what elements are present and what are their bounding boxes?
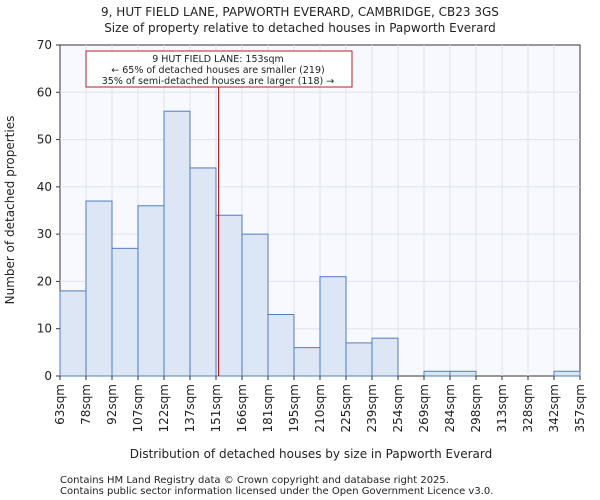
x-tick-label: 313sqm	[495, 384, 509, 432]
bar	[189, 167, 217, 377]
y-axis-label: Number of detached properties	[3, 116, 17, 305]
annotation-frame	[85, 50, 353, 88]
x-tick-label: 122sqm	[157, 384, 171, 432]
x-tick-label: 284sqm	[443, 384, 457, 432]
bar	[319, 276, 347, 377]
bar	[423, 370, 451, 377]
x-tick-label: 63sqm	[53, 384, 67, 425]
x-tick-label: 298sqm	[469, 384, 483, 432]
bar	[553, 370, 581, 377]
footer-line2: Contains public sector information licen…	[60, 486, 493, 497]
bar	[163, 110, 191, 377]
bar	[267, 314, 295, 377]
x-tick-label: 195sqm	[287, 384, 301, 432]
x-tick-label: 181sqm	[261, 384, 275, 432]
x-tick-label: 166sqm	[235, 384, 249, 432]
bar	[59, 290, 87, 377]
x-tick-label: 225sqm	[339, 384, 353, 432]
bar	[85, 200, 113, 377]
x-axis: 63sqm 78sqm 92sqm 107sqm 122sqm 137sqm 151sqm 1…	[53, 376, 587, 432]
bar	[111, 247, 139, 377]
bar	[449, 370, 477, 377]
x-tick-label: 107sqm	[131, 384, 145, 432]
bar	[345, 342, 373, 377]
x-tick-label: 151sqm	[209, 384, 223, 432]
y-tick-label: 20	[37, 274, 52, 288]
x-tick-label: 254sqm	[391, 384, 405, 432]
x-tick-label: 92sqm	[105, 384, 119, 425]
x-tick-label: 239sqm	[365, 384, 379, 432]
annotation-box: 9 HUT FIELD LANE: 153sqm ← 65% of detach…	[85, 50, 353, 88]
y-axis: 0 10 20 30 40 50 60 70	[37, 38, 60, 383]
annotation-line2: ← 65% of detached houses are smaller (21…	[111, 65, 324, 76]
x-tick-label: 357sqm	[573, 384, 587, 432]
y-tick-label: 30	[37, 227, 52, 241]
y-tick-label: 0	[44, 369, 52, 383]
y-tick-label: 50	[37, 133, 52, 147]
annotation-line1: 9 HUT FIELD LANE: 153sqm	[152, 54, 284, 65]
x-axis-label: Distribution of detached houses by size …	[130, 447, 492, 461]
chart-title-line1: 9, HUT FIELD LANE, PAPWORTH EVERARD, CAM…	[101, 5, 499, 19]
x-tick-label: 342sqm	[547, 384, 561, 432]
annotation-line3: 35% of semi-detached houses are larger (…	[102, 76, 335, 87]
bar	[215, 214, 243, 377]
footer-line1: Contains HM Land Registry data © Crown c…	[60, 475, 449, 486]
bar	[137, 205, 165, 377]
bar	[293, 347, 321, 377]
bar	[371, 337, 399, 377]
chart-title-line2: Size of property relative to detached ho…	[104, 21, 496, 35]
y-tick-label: 10	[37, 322, 52, 336]
y-tick-label: 70	[37, 38, 52, 52]
y-tick-label: 60	[37, 85, 52, 99]
y-tick-label: 40	[37, 180, 52, 194]
x-tick-label: 328sqm	[521, 384, 535, 432]
x-tick-label: 137sqm	[183, 384, 197, 432]
bar	[241, 233, 269, 377]
x-tick-label: 210sqm	[313, 384, 327, 432]
x-tick-label: 269sqm	[417, 384, 431, 432]
x-tick-label: 78sqm	[79, 384, 93, 425]
bars	[59, 110, 581, 377]
